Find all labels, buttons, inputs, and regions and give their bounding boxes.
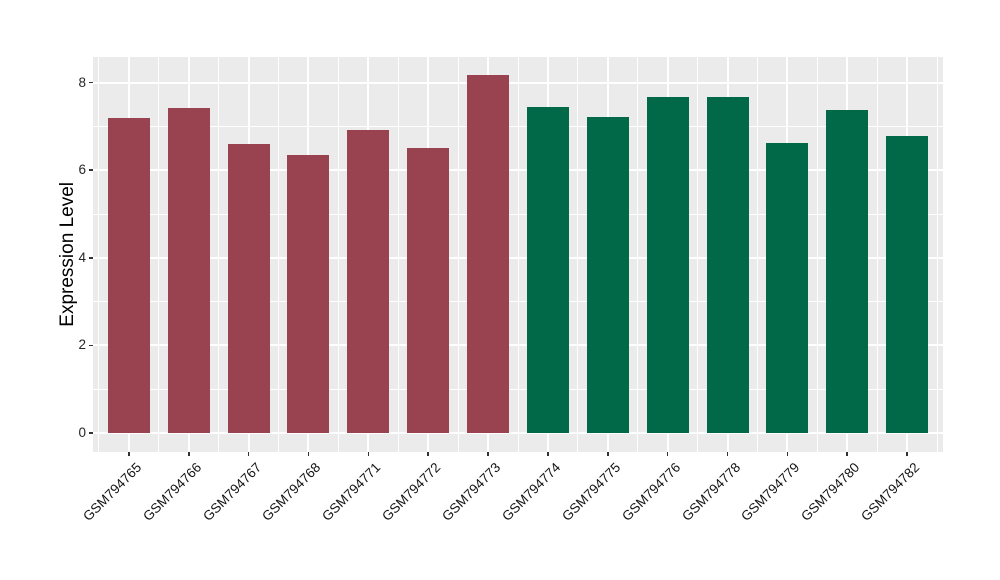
x-tick-mark: [906, 452, 908, 456]
bar-GSM794773: [467, 75, 510, 433]
x-tick-mark: [188, 452, 190, 456]
gridline-v-minor: [697, 57, 699, 452]
bar-GSM794776: [646, 97, 689, 433]
y-tick-label: 0: [78, 425, 86, 440]
x-tick-mark: [487, 452, 489, 456]
gridline-v-minor: [278, 57, 280, 452]
y-tick-label: 6: [78, 162, 86, 178]
bar-GSM794771: [347, 129, 390, 433]
gridline-v-minor: [637, 57, 639, 452]
gridline-v-minor: [218, 57, 220, 452]
y-tick-label: 4: [78, 249, 86, 265]
x-tick-mark: [367, 452, 370, 456]
x-tick-mark: [726, 452, 729, 456]
gridline-v-minor: [577, 57, 579, 452]
y-tick-label: 8: [78, 74, 86, 90]
bar-GSM794768: [287, 154, 330, 433]
gridline-v-minor: [98, 57, 100, 452]
x-tick-mark: [666, 452, 669, 456]
bar-GSM794774: [526, 107, 569, 433]
bar-GSM794780: [826, 110, 869, 433]
y-tick-mark: [88, 257, 93, 259]
plot-panel: [93, 57, 943, 452]
y-tick-mark: [88, 81, 93, 84]
gridline-v-minor: [457, 57, 459, 452]
bar-GSM794766: [167, 108, 210, 433]
x-tick-mark: [607, 452, 609, 456]
gridline-v-minor: [756, 57, 758, 452]
gridline-v-minor: [816, 57, 818, 452]
gridline-v-minor: [936, 57, 938, 452]
x-tick-mark: [128, 452, 130, 456]
gridline-v-minor: [158, 57, 160, 452]
x-tick-mark: [247, 452, 250, 456]
gridline-v-minor: [517, 57, 519, 452]
bar-GSM794779: [766, 143, 809, 433]
y-tick-mark: [88, 432, 93, 434]
x-tick-mark: [786, 452, 789, 456]
x-tick-mark: [846, 452, 848, 456]
bar-GSM794772: [407, 147, 450, 433]
x-tick-mark: [427, 452, 429, 456]
x-tick-mark: [547, 452, 549, 456]
y-tick-label: 2: [78, 337, 86, 353]
bar-GSM794767: [227, 143, 270, 433]
y-tick-mark: [88, 169, 93, 171]
bar-GSM794765: [107, 118, 150, 433]
x-tick-mark: [307, 452, 310, 456]
bar-GSM794778: [706, 96, 749, 433]
gridline-v-minor: [876, 57, 878, 452]
bar-GSM794782: [886, 136, 929, 433]
y-tick-mark: [88, 344, 93, 347]
gridline-v-minor: [337, 57, 339, 452]
bar-GSM794775: [586, 117, 629, 433]
gridline-v-minor: [397, 57, 399, 452]
